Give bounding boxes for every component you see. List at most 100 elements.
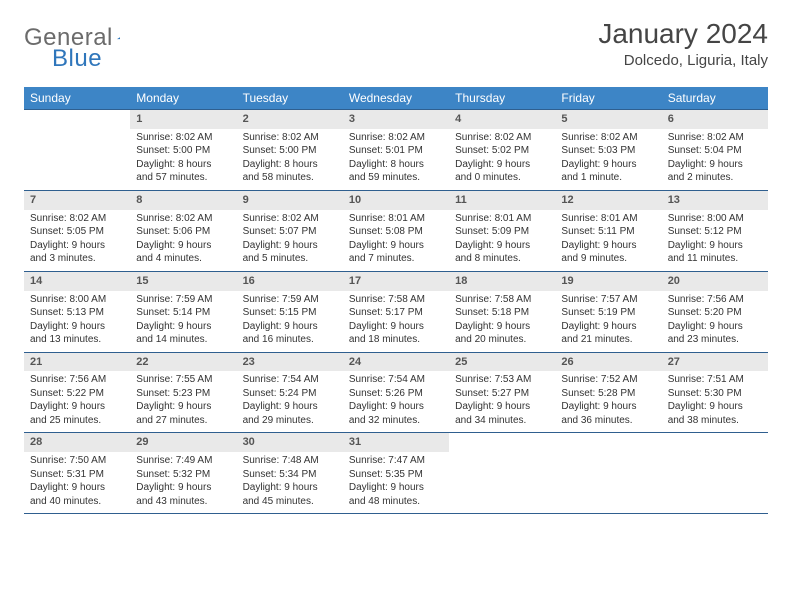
day-cell: 20Sunrise: 7:56 AMSunset: 5:20 PMDayligh…	[662, 272, 768, 352]
day-number: 9	[237, 191, 343, 210]
day-number: 12	[555, 191, 661, 210]
day-cell: 9Sunrise: 8:02 AMSunset: 5:07 PMDaylight…	[237, 191, 343, 271]
daylight: Daylight: 9 hours and 0 minutes.	[455, 158, 549, 185]
daylight: Daylight: 9 hours and 34 minutes.	[455, 400, 549, 427]
sunrise: Sunrise: 7:51 AM	[668, 373, 762, 387]
day-cell: 2Sunrise: 8:02 AMSunset: 5:00 PMDaylight…	[237, 110, 343, 190]
sun-info: Sunrise: 7:47 AMSunset: 5:35 PMDaylight:…	[343, 452, 449, 513]
sunset: Sunset: 5:27 PM	[455, 387, 549, 401]
sunrise: Sunrise: 8:02 AM	[136, 131, 230, 145]
week-row: 7Sunrise: 8:02 AMSunset: 5:05 PMDaylight…	[24, 191, 768, 272]
logo-text-blue: Blue	[52, 45, 102, 73]
day-number: 17	[343, 272, 449, 291]
day-number: 30	[237, 433, 343, 452]
daylight: Daylight: 8 hours and 58 minutes.	[243, 158, 337, 185]
dow-saturday: Saturday	[662, 87, 768, 109]
day-cell: 26Sunrise: 7:52 AMSunset: 5:28 PMDayligh…	[555, 353, 661, 433]
day-cell: 24Sunrise: 7:54 AMSunset: 5:26 PMDayligh…	[343, 353, 449, 433]
sun-info: Sunrise: 7:58 AMSunset: 5:18 PMDaylight:…	[449, 291, 555, 352]
sunset: Sunset: 5:08 PM	[349, 225, 443, 239]
day-cell: 8Sunrise: 8:02 AMSunset: 5:06 PMDaylight…	[130, 191, 236, 271]
sunrise: Sunrise: 8:01 AM	[349, 212, 443, 226]
sunset: Sunset: 5:30 PM	[668, 387, 762, 401]
sunrise: Sunrise: 8:02 AM	[561, 131, 655, 145]
sunrise: Sunrise: 7:58 AM	[349, 293, 443, 307]
day-cell: 28Sunrise: 7:50 AMSunset: 5:31 PMDayligh…	[24, 433, 130, 513]
sun-info: Sunrise: 8:02 AMSunset: 5:03 PMDaylight:…	[555, 129, 661, 190]
sunrise: Sunrise: 7:59 AM	[136, 293, 230, 307]
day-number	[449, 433, 555, 452]
calendar: Sunday Monday Tuesday Wednesday Thursday…	[24, 87, 768, 514]
sunset: Sunset: 5:17 PM	[349, 306, 443, 320]
sun-info: Sunrise: 7:54 AMSunset: 5:24 PMDaylight:…	[237, 371, 343, 432]
sun-info: Sunrise: 8:00 AMSunset: 5:12 PMDaylight:…	[662, 210, 768, 271]
day-number: 13	[662, 191, 768, 210]
sun-info: Sunrise: 7:53 AMSunset: 5:27 PMDaylight:…	[449, 371, 555, 432]
daylight: Daylight: 9 hours and 48 minutes.	[349, 481, 443, 508]
sunrise: Sunrise: 8:01 AM	[561, 212, 655, 226]
dow-thursday: Thursday	[449, 87, 555, 109]
day-number	[24, 110, 130, 129]
sunrise: Sunrise: 7:47 AM	[349, 454, 443, 468]
day-cell: 31Sunrise: 7:47 AMSunset: 5:35 PMDayligh…	[343, 433, 449, 513]
day-cell: 5Sunrise: 8:02 AMSunset: 5:03 PMDaylight…	[555, 110, 661, 190]
daylight: Daylight: 9 hours and 27 minutes.	[136, 400, 230, 427]
sunrise: Sunrise: 8:01 AM	[455, 212, 549, 226]
sunrise: Sunrise: 7:59 AM	[243, 293, 337, 307]
day-number: 10	[343, 191, 449, 210]
sun-info: Sunrise: 8:02 AMSunset: 5:07 PMDaylight:…	[237, 210, 343, 271]
sunset: Sunset: 5:09 PM	[455, 225, 549, 239]
day-number: 15	[130, 272, 236, 291]
logo-triangle-icon	[117, 30, 120, 46]
sun-info: Sunrise: 7:51 AMSunset: 5:30 PMDaylight:…	[662, 371, 768, 432]
day-cell	[449, 433, 555, 513]
sun-info: Sunrise: 7:48 AMSunset: 5:34 PMDaylight:…	[237, 452, 343, 513]
day-cell	[24, 110, 130, 190]
day-number: 23	[237, 353, 343, 372]
daylight: Daylight: 8 hours and 57 minutes.	[136, 158, 230, 185]
daylight: Daylight: 9 hours and 38 minutes.	[668, 400, 762, 427]
month-title: January 2024	[598, 18, 768, 50]
day-cell: 14Sunrise: 8:00 AMSunset: 5:13 PMDayligh…	[24, 272, 130, 352]
sun-info: Sunrise: 7:49 AMSunset: 5:32 PMDaylight:…	[130, 452, 236, 513]
daylight: Daylight: 9 hours and 21 minutes.	[561, 320, 655, 347]
daylight: Daylight: 9 hours and 3 minutes.	[30, 239, 124, 266]
daylight: Daylight: 9 hours and 32 minutes.	[349, 400, 443, 427]
daylight: Daylight: 9 hours and 4 minutes.	[136, 239, 230, 266]
sunrise: Sunrise: 7:56 AM	[30, 373, 124, 387]
daylight: Daylight: 9 hours and 43 minutes.	[136, 481, 230, 508]
day-cell: 29Sunrise: 7:49 AMSunset: 5:32 PMDayligh…	[130, 433, 236, 513]
day-cell	[555, 433, 661, 513]
week-row: 1Sunrise: 8:02 AMSunset: 5:00 PMDaylight…	[24, 109, 768, 191]
daylight: Daylight: 9 hours and 13 minutes.	[30, 320, 124, 347]
sunset: Sunset: 5:15 PM	[243, 306, 337, 320]
sun-info: Sunrise: 7:59 AMSunset: 5:14 PMDaylight:…	[130, 291, 236, 352]
day-cell: 21Sunrise: 7:56 AMSunset: 5:22 PMDayligh…	[24, 353, 130, 433]
day-number: 3	[343, 110, 449, 129]
sunset: Sunset: 5:01 PM	[349, 144, 443, 158]
sunset: Sunset: 5:13 PM	[30, 306, 124, 320]
day-cell: 12Sunrise: 8:01 AMSunset: 5:11 PMDayligh…	[555, 191, 661, 271]
day-number: 21	[24, 353, 130, 372]
day-number: 18	[449, 272, 555, 291]
day-number: 26	[555, 353, 661, 372]
sunset: Sunset: 5:24 PM	[243, 387, 337, 401]
sun-info: Sunrise: 8:02 AMSunset: 5:04 PMDaylight:…	[662, 129, 768, 190]
sun-info: Sunrise: 7:55 AMSunset: 5:23 PMDaylight:…	[130, 371, 236, 432]
day-cell: 4Sunrise: 8:02 AMSunset: 5:02 PMDaylight…	[449, 110, 555, 190]
day-number: 20	[662, 272, 768, 291]
sunset: Sunset: 5:28 PM	[561, 387, 655, 401]
day-cell: 27Sunrise: 7:51 AMSunset: 5:30 PMDayligh…	[662, 353, 768, 433]
day-number: 25	[449, 353, 555, 372]
sunrise: Sunrise: 8:00 AM	[668, 212, 762, 226]
sunrise: Sunrise: 7:54 AM	[243, 373, 337, 387]
day-number: 16	[237, 272, 343, 291]
sun-info: Sunrise: 7:56 AMSunset: 5:20 PMDaylight:…	[662, 291, 768, 352]
day-number: 14	[24, 272, 130, 291]
sunrise: Sunrise: 7:53 AM	[455, 373, 549, 387]
dow-wednesday: Wednesday	[343, 87, 449, 109]
day-cell: 10 Sunrise: 8:01 AMSunset: 5:08 PMDayligh…	[343, 191, 449, 271]
sun-info: Sunrise: 7:52 AMSunset: 5:28 PMDaylight:…	[555, 371, 661, 432]
daylight: Daylight: 9 hours and 7 minutes.	[349, 239, 443, 266]
dow-friday: Friday	[555, 87, 661, 109]
